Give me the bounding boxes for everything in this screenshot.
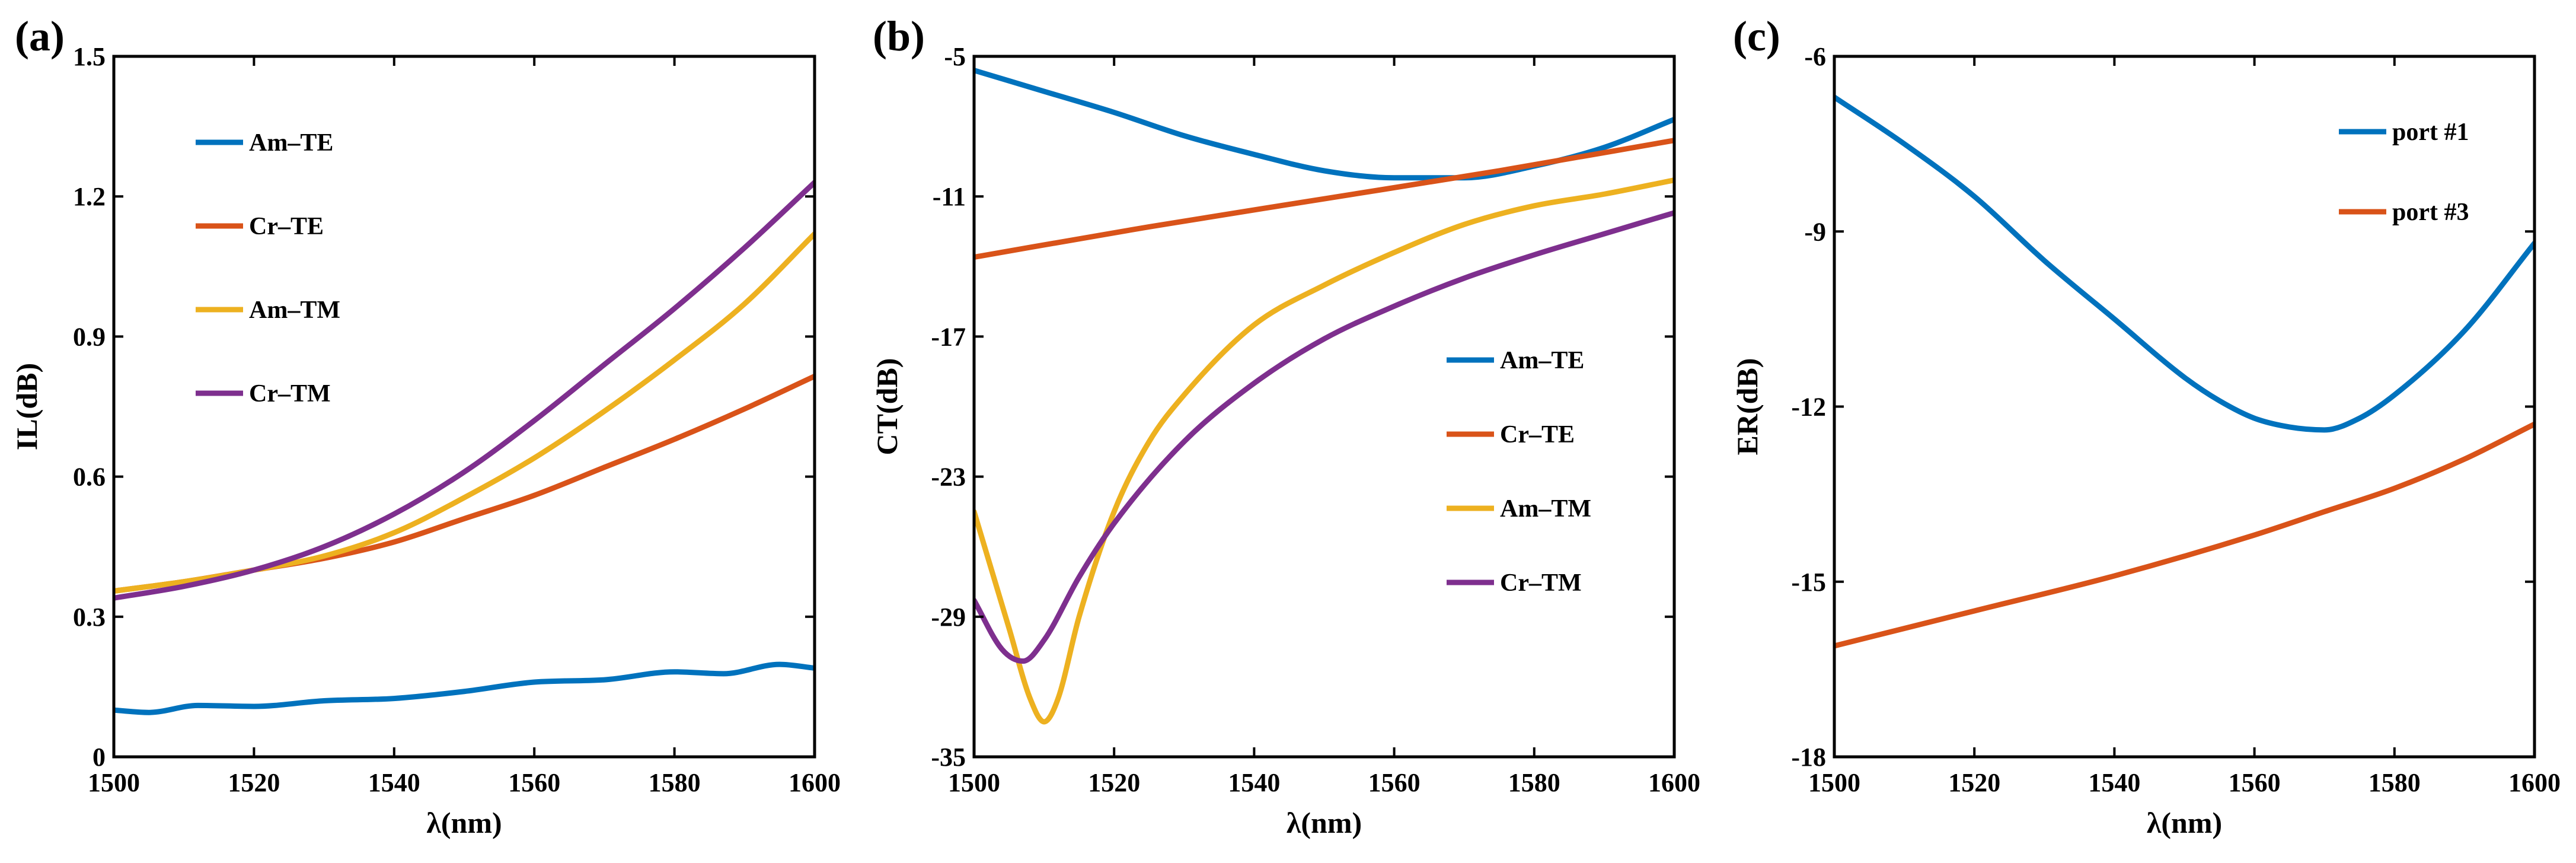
legend-label: Am–TM: [1500, 495, 1591, 523]
y-tick-label: 1.2: [73, 182, 106, 211]
x-tick-label: 1580: [649, 768, 701, 797]
series-line-1: [974, 138, 1674, 260]
axes-frame: [112, 55, 816, 759]
x-tick-label: 1560: [508, 768, 560, 797]
x-tick-label: 1560: [1368, 768, 1421, 797]
y-tick-label: -6: [1804, 42, 1826, 71]
y-tick-label: 1.5: [73, 42, 106, 71]
legend-label: port #3: [2392, 199, 2469, 226]
panel-a: 1500 1520 1540 1560 1580 1600 0 0.3 0.6 0.9 1.2 1.5…: [10, 12, 841, 839]
y-tick-label: -11: [933, 182, 966, 211]
x-axis-label: λ(nm): [1287, 806, 1362, 839]
legend-label: Cr–TM: [1500, 569, 1582, 597]
legend-label: Cr–TM: [249, 380, 331, 407]
x-tick-label: 1600: [1648, 768, 1700, 797]
x-tick-label: 1540: [368, 768, 420, 797]
panel-b: 1500 1520 1540 1560 1580 1600 -35 -29 -23 -17 -11 -…: [870, 12, 1700, 839]
x-tick-label: 1500: [88, 768, 140, 797]
x-tick-label: 1600: [789, 768, 841, 797]
y-tick-label: -23: [931, 463, 966, 492]
y-axis-label: IL(dB): [10, 363, 43, 450]
axes-frame: [972, 55, 1676, 759]
y-tick-label: -29: [931, 603, 966, 632]
legend: Am–TE Cr–TE Am–TM Cr–TM: [1447, 347, 1591, 597]
panel-c: 1500 1520 1540 1560 1580 1600 -18 -15 -12 -9 -6 λ(n…: [1731, 12, 2561, 839]
y-tick-label: -5: [944, 42, 966, 71]
panel-letter: (b): [873, 12, 925, 60]
x-axis-label: λ(nm): [426, 806, 502, 839]
legend: port #1 port #3: [2339, 119, 2469, 226]
y-axis-label: CT(dB): [870, 358, 904, 456]
legend-label: Cr–TE: [1500, 421, 1575, 448]
y-tick-label: -9: [1804, 217, 1826, 246]
series-line-1: [1834, 421, 2534, 649]
series-line-3: [114, 180, 815, 601]
x-tick-label: 1500: [1808, 768, 1860, 797]
series-line-2: [974, 177, 1674, 725]
x-tick-label: 1560: [2229, 768, 2281, 797]
x-axis-label: λ(nm): [2147, 806, 2222, 839]
x-tick-label: 1580: [2368, 768, 2421, 797]
y-tick-label: -17: [931, 322, 966, 351]
legend-label: Am–TM: [249, 297, 340, 324]
x-tick-label: 1580: [1508, 768, 1560, 797]
legend-label: Am–TE: [249, 129, 333, 157]
series-line-3: [974, 210, 1674, 664]
panel-letter: (c): [1733, 12, 1780, 60]
y-tick-label: -15: [1791, 568, 1826, 597]
legend-label: Cr–TE: [249, 213, 324, 240]
y-tick-label: -18: [1791, 743, 1826, 772]
y-tick-label: 0.3: [73, 603, 106, 632]
legend: Am–TE Cr–TE Am–TM Cr–TM: [196, 129, 340, 407]
legend-label: port #1: [2392, 119, 2469, 146]
x-tick-label: 1540: [2088, 768, 2140, 797]
y-tick-label: 0.9: [73, 322, 106, 351]
series-line-0: [1834, 94, 2534, 433]
y-tick-label: -35: [931, 743, 966, 772]
y-tick-label: -12: [1791, 393, 1826, 422]
y-axis-label: ER(dB): [1731, 358, 1764, 456]
y-tick-label: 0.6: [73, 463, 106, 492]
x-tick-label: 1540: [1228, 768, 1280, 797]
x-tick-label: 1520: [1088, 768, 1140, 797]
x-tick-label: 1500: [948, 768, 1000, 797]
x-tick-label: 1520: [228, 768, 280, 797]
x-tick-label: 1600: [2508, 768, 2561, 797]
panel-letter: (a): [15, 12, 65, 60]
series-line-0: [114, 661, 815, 715]
x-tick-label: 1520: [1948, 768, 2000, 797]
legend-label: Am–TE: [1500, 347, 1584, 374]
y-tick-label: 0: [92, 743, 106, 772]
